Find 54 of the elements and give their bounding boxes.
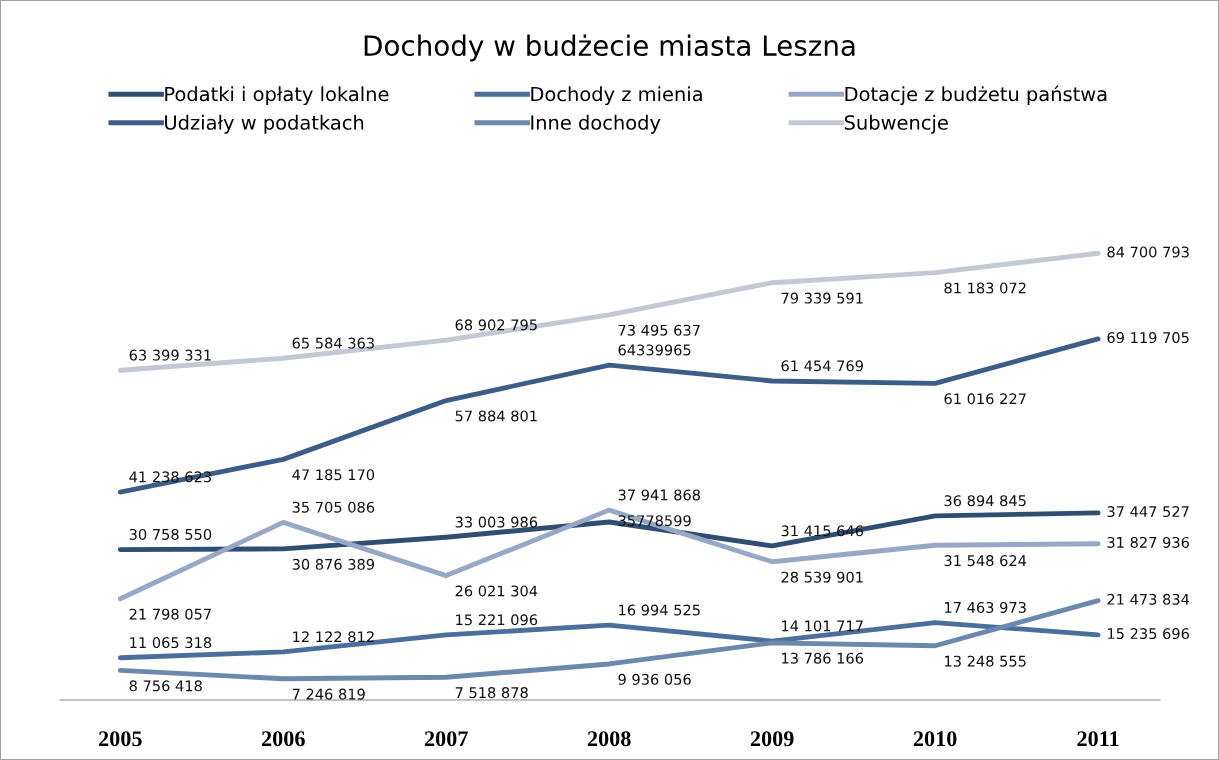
data-label: 21 473 834 — [1107, 593, 1190, 605]
data-label: 64339965 — [618, 344, 691, 356]
data-label: 30 876 389 — [292, 558, 375, 570]
data-label: 37 447 527 — [1107, 506, 1189, 518]
data-label: 28 539 901 — [781, 571, 863, 583]
data-label: 81 183 072 — [944, 282, 1026, 294]
legend-label: Inne dochody — [531, 114, 661, 134]
data-label: 15 235 696 — [1108, 628, 1189, 640]
data-label: 13 786 166 — [782, 652, 864, 664]
data-label: 7 518 878 — [455, 687, 528, 699]
data-label: 84 700 793 — [1107, 246, 1189, 258]
legend-label: Dochody z mienia — [531, 86, 702, 106]
data-label: 37 941 868 — [618, 489, 701, 501]
legend-label: Udziały w podatkach — [165, 114, 364, 134]
data-label: 79 339 591 — [781, 292, 863, 304]
data-label: 65 584 363 — [292, 337, 374, 349]
data-label: 35778599 — [618, 515, 691, 527]
x-tick-label: 2005 — [99, 731, 142, 747]
data-label: 30 758 550 — [129, 528, 212, 540]
data-label: 61 016 227 — [944, 393, 1026, 405]
data-label: 12 122 812 — [293, 631, 374, 643]
data-label: 17 463 973 — [945, 601, 1026, 613]
data-label: 16 994 525 — [619, 604, 700, 616]
x-tick-label: 2011 — [1077, 731, 1119, 747]
data-label: 61 454 769 — [781, 360, 863, 372]
data-label: 21 798 057 — [129, 608, 211, 620]
data-label: 9 936 056 — [618, 673, 691, 685]
data-label: 31 827 936 — [1107, 536, 1189, 548]
legend-label: Subwencje — [844, 114, 948, 134]
data-label: 73 495 637 — [618, 324, 700, 336]
data-label: 63 399 331 — [129, 349, 211, 361]
data-label: 15 221 096 — [456, 614, 538, 626]
legend-label: Dotacje z budżetu państwa — [845, 85, 1107, 106]
data-label: 7 246 819 — [292, 688, 365, 700]
data-label: 36 894 845 — [944, 495, 1026, 507]
data-label: 8 756 418 — [129, 680, 202, 692]
x-tick-label: 2009 — [750, 731, 794, 747]
data-label: 14 101 717 — [782, 620, 863, 632]
data-label: 33 003 986 — [455, 516, 538, 528]
data-label: 31 548 624 — [944, 555, 1027, 567]
data-label: 69 119 705 — [1107, 332, 1189, 344]
data-label: 26 021 304 — [455, 585, 538, 597]
data-label: 35 705 086 — [292, 501, 375, 513]
legend-label: Podatki i opłaty lokalne — [165, 86, 389, 106]
data-label: 47 185 170 — [292, 469, 375, 481]
data-label: 13 248 555 — [945, 655, 1026, 667]
x-tick-label: 2006 — [261, 731, 305, 747]
x-tick-label: 2007 — [424, 731, 468, 747]
data-label: 57 884 801 — [455, 410, 537, 422]
x-tick-label: 2010 — [913, 731, 957, 747]
chart-title: Dochody w budżecie miasta Leszna — [364, 34, 855, 62]
data-label: 11 065 318 — [130, 637, 212, 649]
x-tick-label: 2008 — [587, 731, 631, 747]
data-label: 68 902 795 — [455, 319, 537, 331]
